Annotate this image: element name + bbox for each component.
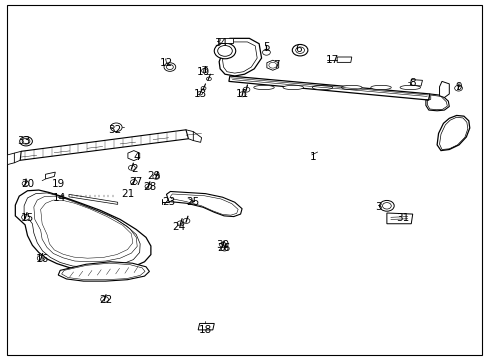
Ellipse shape	[370, 85, 390, 90]
Circle shape	[268, 62, 276, 68]
Circle shape	[153, 174, 159, 179]
Ellipse shape	[283, 85, 303, 90]
Text: 20: 20	[21, 179, 34, 189]
Text: 17: 17	[325, 55, 338, 65]
Ellipse shape	[399, 85, 420, 90]
Text: 16: 16	[36, 254, 49, 264]
Circle shape	[128, 165, 135, 170]
Text: 6: 6	[294, 44, 301, 54]
Circle shape	[183, 219, 189, 224]
Text: 12: 12	[160, 58, 173, 68]
Circle shape	[101, 297, 108, 302]
Polygon shape	[228, 76, 429, 100]
Polygon shape	[15, 190, 151, 270]
Circle shape	[37, 255, 45, 261]
Circle shape	[197, 91, 202, 95]
Circle shape	[145, 184, 152, 189]
Polygon shape	[7, 153, 14, 165]
Circle shape	[20, 136, 32, 146]
Text: 30: 30	[216, 239, 229, 249]
Circle shape	[166, 64, 173, 69]
Circle shape	[130, 180, 137, 185]
Polygon shape	[166, 192, 242, 217]
Ellipse shape	[341, 85, 361, 90]
Text: 2: 2	[131, 164, 138, 174]
Text: 28: 28	[142, 182, 156, 192]
Circle shape	[22, 138, 30, 144]
Text: 3: 3	[374, 202, 381, 212]
Text: 9: 9	[455, 82, 462, 92]
Text: 7: 7	[272, 60, 279, 70]
Polygon shape	[69, 194, 118, 204]
Circle shape	[206, 77, 211, 81]
Circle shape	[243, 87, 249, 92]
Text: 32: 32	[107, 125, 121, 135]
Circle shape	[201, 68, 207, 73]
Polygon shape	[58, 262, 149, 281]
Text: 11: 11	[235, 89, 248, 99]
Text: 23: 23	[162, 197, 175, 207]
Ellipse shape	[312, 85, 332, 90]
Text: 18: 18	[199, 325, 212, 335]
Circle shape	[21, 215, 29, 220]
Circle shape	[217, 45, 232, 56]
Text: 8: 8	[408, 78, 415, 88]
Ellipse shape	[253, 85, 274, 90]
Circle shape	[379, 201, 393, 211]
Text: 19: 19	[52, 179, 65, 189]
Text: 10: 10	[196, 67, 209, 77]
Polygon shape	[217, 39, 232, 42]
Text: 5: 5	[263, 42, 269, 52]
Polygon shape	[336, 57, 351, 62]
Circle shape	[295, 47, 304, 53]
Circle shape	[177, 221, 183, 226]
Circle shape	[201, 86, 205, 90]
Text: 29: 29	[147, 171, 161, 181]
Text: 14: 14	[53, 193, 66, 203]
Polygon shape	[20, 130, 188, 160]
Polygon shape	[193, 132, 201, 142]
Text: 25: 25	[186, 197, 200, 207]
Text: 4: 4	[133, 152, 139, 162]
Polygon shape	[45, 172, 55, 179]
Text: 33: 33	[17, 136, 30, 145]
Polygon shape	[436, 116, 469, 150]
Circle shape	[292, 44, 307, 56]
Polygon shape	[219, 39, 261, 76]
Polygon shape	[386, 213, 412, 224]
Circle shape	[382, 203, 390, 209]
Circle shape	[221, 246, 227, 251]
Text: 21: 21	[121, 189, 134, 199]
Circle shape	[214, 43, 235, 59]
Circle shape	[239, 92, 245, 97]
Text: 22: 22	[99, 295, 112, 305]
Polygon shape	[439, 81, 448, 98]
Polygon shape	[409, 80, 422, 86]
Text: 15: 15	[21, 213, 34, 222]
Polygon shape	[425, 94, 448, 111]
Circle shape	[110, 123, 122, 132]
Text: 26: 26	[217, 243, 230, 253]
Circle shape	[22, 181, 29, 186]
Circle shape	[262, 49, 270, 55]
Circle shape	[454, 85, 462, 91]
Text: 27: 27	[129, 177, 142, 187]
Text: 34: 34	[214, 38, 227, 48]
Text: 1: 1	[309, 152, 315, 162]
Circle shape	[219, 242, 226, 247]
Text: 13: 13	[194, 89, 207, 99]
Text: 31: 31	[396, 213, 409, 222]
Text: 24: 24	[172, 222, 185, 231]
Circle shape	[163, 63, 175, 71]
Polygon shape	[198, 323, 214, 330]
